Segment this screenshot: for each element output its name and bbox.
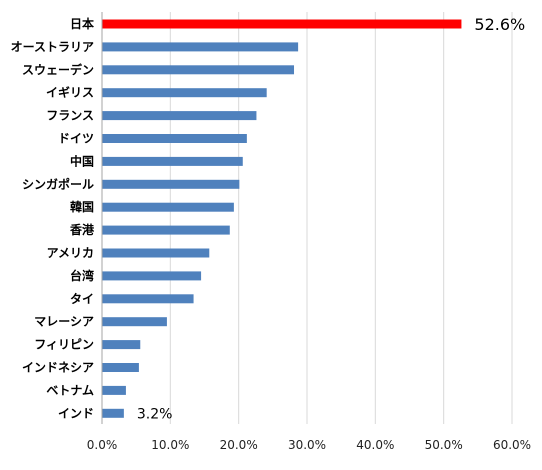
x-tick-label: 60.0% <box>493 438 531 452</box>
category-label: 中国 <box>70 153 94 168</box>
bar <box>102 271 202 281</box>
bar <box>102 111 257 121</box>
bar <box>102 340 141 350</box>
bars <box>102 19 462 418</box>
grid-lines <box>169 12 513 424</box>
bar <box>102 65 295 75</box>
bar <box>102 317 167 327</box>
x-tick-label: 50.0% <box>425 438 463 452</box>
category-label: 台湾 <box>70 268 94 283</box>
category-label: スウェーデン <box>22 62 94 77</box>
category-label: ベトナム <box>46 383 94 397</box>
category-label: 日本 <box>70 16 94 31</box>
category-label: インドネシア <box>22 361 94 375</box>
x-tick-label: 30.0% <box>288 438 326 452</box>
bar <box>102 134 247 143</box>
category-label: アメリカ <box>47 246 94 260</box>
category-label: マレーシア <box>34 315 94 329</box>
bar <box>102 156 243 166</box>
data-labels: 52.6% 3.2% <box>137 15 525 422</box>
bar <box>102 363 139 372</box>
bar <box>102 88 267 98</box>
bar <box>102 225 230 235</box>
x-tick-label: 20.0% <box>220 438 258 452</box>
bar <box>102 19 462 29</box>
bar <box>102 408 124 418</box>
category-labels: 日本オーストラリアスウェーデンイギリスフランスドイツ中国シンガポール韓国香港アメ… <box>11 16 95 420</box>
bar <box>102 202 234 212</box>
bar <box>102 385 126 395</box>
x-tick-label: 0.0% <box>87 438 118 452</box>
x-tick-labels: 0.0% 10.0% 20.0% 30.0% 40.0% 50.0% 60.0% <box>87 438 531 452</box>
category-label: シンガポール <box>22 176 94 191</box>
category-label: フランス <box>46 109 94 123</box>
data-label: 3.2% <box>137 406 173 422</box>
bar <box>102 179 240 189</box>
bar <box>102 248 210 258</box>
category-label: インド <box>58 406 94 420</box>
category-label: タイ <box>70 292 94 306</box>
category-label: オーストラリア <box>11 40 94 54</box>
x-tick-label: 40.0% <box>356 438 394 452</box>
data-label: 52.6% <box>474 15 525 34</box>
category-label: フィリピン <box>34 338 94 352</box>
bar <box>102 42 299 52</box>
x-tick-label: 10.0% <box>151 438 189 452</box>
category-label: 香港 <box>69 222 95 237</box>
category-label: イギリス <box>46 85 94 100</box>
category-label: 韓国 <box>70 199 94 214</box>
category-label: ドイツ <box>58 132 94 146</box>
bar <box>102 294 194 304</box>
